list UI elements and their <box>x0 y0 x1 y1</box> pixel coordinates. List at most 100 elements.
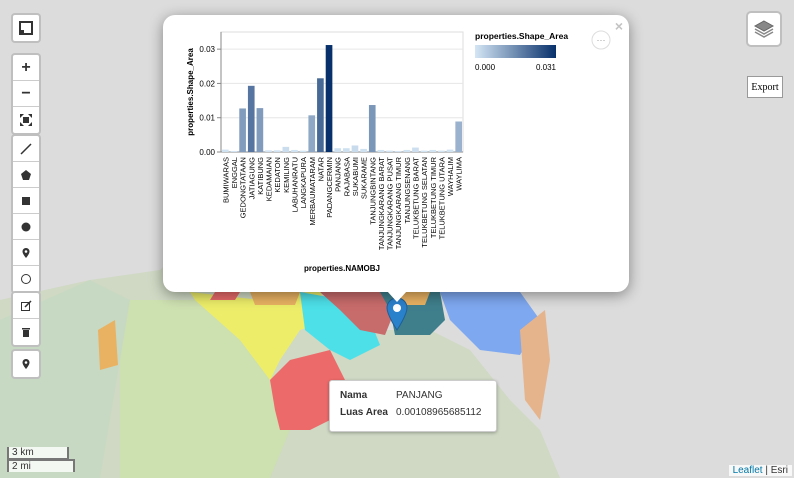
tooltip-area-value: 0.00108965685112 <box>396 407 482 418</box>
bar <box>222 149 229 152</box>
zoom-control: + − <box>11 53 41 135</box>
region-red <box>270 350 345 430</box>
polygon-icon[interactable] <box>13 162 39 188</box>
bar <box>343 148 350 152</box>
bar <box>239 108 246 152</box>
region-darkred <box>320 292 395 335</box>
x-tick-label: TANJUNGBINTANG <box>368 157 377 225</box>
bar <box>360 148 367 152</box>
marker-icon[interactable] <box>13 240 39 266</box>
x-tick-label: LANGKAPURA <box>299 157 308 208</box>
bar-chart: 0.00 0.01 0.02 0.03 BUMIWARAS ENGGAL GEDONGTAT… <box>186 30 611 273</box>
x-tick-label: RAJABASA <box>342 157 351 196</box>
bar <box>325 45 333 152</box>
y-tick-label: 0.02 <box>199 79 215 88</box>
map-marker-icon[interactable] <box>386 297 408 331</box>
bar <box>230 150 238 152</box>
feature-tooltip: Nama PANJANG Luas Area 0.00108965685112 <box>329 380 497 432</box>
circlemarker-icon[interactable] <box>13 266 39 292</box>
legend-min-label: 0.000 <box>475 63 496 72</box>
bar <box>429 149 437 152</box>
attribution: Leaflet | Esri <box>728 465 792 476</box>
bar <box>455 121 462 152</box>
export-button[interactable]: Export <box>747 76 783 98</box>
region-orange-north <box>250 292 300 305</box>
layers-button[interactable] <box>746 11 782 47</box>
chart-popup: × 0.00 0.01 0.02 0.03 BUMIWARAS ENGGAL GEDONGT… <box>163 15 629 292</box>
polyline-icon[interactable] <box>13 136 39 162</box>
locate-control <box>11 349 41 379</box>
bar <box>273 150 281 152</box>
x-tick-label: TANJUNGKARANG TIMUR <box>394 156 403 249</box>
bar <box>438 150 445 152</box>
x-tick-label: BUMIWARAS <box>221 157 230 203</box>
tooltip-area-key: Luas Area <box>340 407 388 418</box>
bar <box>334 148 341 152</box>
region-cyan <box>300 292 380 360</box>
region-orange-east <box>520 310 550 420</box>
chart-menu-icon: ··· <box>597 35 606 45</box>
leaflet-link[interactable]: Leaflet <box>732 465 763 476</box>
x-tick-label: TANJUNGKARANG BARAT <box>377 157 386 250</box>
bar <box>308 115 316 152</box>
bar <box>291 149 298 152</box>
zoom-out-button[interactable]: − <box>13 81 39 107</box>
legend-title: properties.Shape_Area <box>475 31 568 41</box>
bar <box>394 150 402 152</box>
x-tick-label: TELUKBETUNG UTARA <box>437 157 446 239</box>
x-tick-label: PADANGCERMIN <box>325 157 334 218</box>
x-tick-label: TELUKBETUNG BARAT <box>411 157 420 239</box>
region-red-north <box>210 292 240 300</box>
x-tick-label: KEDATON <box>273 157 282 193</box>
bar <box>299 150 307 152</box>
layers-icon <box>753 20 775 38</box>
x-axis-title: properties.NAMOBJ <box>304 264 380 273</box>
bar <box>386 150 393 152</box>
fullscreen-icon[interactable] <box>13 15 39 41</box>
edit-icon[interactable] <box>13 293 39 319</box>
popup-close-button[interactable]: × <box>614 18 623 34</box>
chart-menu-button <box>591 30 611 50</box>
bar <box>368 105 376 152</box>
x-tick-label: JATIAGUNG <box>247 157 256 200</box>
bar <box>351 145 359 152</box>
trash-icon[interactable] <box>13 319 39 345</box>
pin-icon[interactable] <box>13 351 39 377</box>
bar <box>420 150 428 152</box>
zoom-in-button[interactable]: + <box>13 55 39 81</box>
bar <box>317 78 324 152</box>
x-tick-label: NATAR <box>316 156 325 181</box>
region-orange-west <box>98 320 118 370</box>
x-tick-label: PANJANG <box>334 157 343 192</box>
x-tick-label: TELUKBETUNG TIMUR <box>429 156 438 238</box>
scale-mi: 2 mi <box>7 459 75 472</box>
x-tick-label: TANJUNGSENANG <box>403 157 412 224</box>
zoom-extent-icon[interactable] <box>13 107 39 133</box>
x-tick-label: ENGGAL <box>230 157 239 188</box>
tooltip-name-key: Nama <box>340 390 368 401</box>
y-tick-label: 0.01 <box>199 114 215 123</box>
attribution-separator: | <box>765 465 768 476</box>
bar <box>412 147 419 152</box>
draw-toolbar <box>11 134 41 294</box>
popup-tip <box>387 291 407 302</box>
rectangle-icon[interactable] <box>13 188 39 214</box>
x-tick-label: WAYLIMA <box>455 157 464 191</box>
region-yellow <box>190 290 330 380</box>
x-tick-label: GEDONGTATAAN <box>239 157 248 218</box>
x-tick-label: WAYHALIM <box>446 157 455 196</box>
y-axis-title: properties.Shape_Area <box>186 48 195 136</box>
bar <box>247 85 255 152</box>
y-tick-label: 0.00 <box>199 148 215 157</box>
x-tick-label: TELUKBETUNG SELATAN <box>420 157 429 248</box>
x-tick-label: SUKARAME <box>360 157 369 199</box>
bar <box>282 146 290 152</box>
x-tick-label: SUKABUMI <box>351 157 360 196</box>
x-tick-label: KEDAMAIAN <box>265 157 274 201</box>
bar <box>256 108 264 152</box>
x-tick-label: TANJUNGKARANG PUSAT <box>386 157 395 250</box>
edit-toolbar <box>11 291 41 347</box>
circle-icon[interactable] <box>13 214 39 240</box>
y-tick-label: 0.03 <box>199 45 215 54</box>
